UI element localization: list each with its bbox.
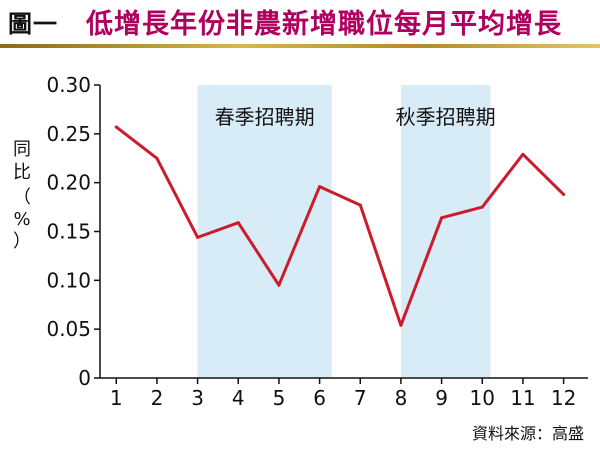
data-point bbox=[521, 152, 525, 156]
data-point bbox=[155, 156, 159, 160]
season-band bbox=[197, 85, 332, 378]
y-tick-label: 0.15 bbox=[46, 220, 91, 244]
figure-label: 圖一 bbox=[8, 10, 58, 38]
y-tick-label: 0.20 bbox=[46, 171, 91, 195]
x-tick-label: 5 bbox=[273, 386, 286, 410]
y-axis-label-char: 同 bbox=[13, 139, 31, 160]
x-tick-label: 9 bbox=[435, 386, 448, 410]
season-band bbox=[400, 85, 491, 378]
y-axis-label-char: 比 bbox=[13, 162, 31, 183]
x-tick-label: 3 bbox=[191, 386, 204, 410]
y-tick-label: 0.25 bbox=[46, 122, 91, 146]
data-point bbox=[318, 185, 322, 189]
y-tick-label: 0.05 bbox=[46, 317, 91, 341]
chart-title: 低增長年份非農新增職位每月平均增長 bbox=[86, 9, 562, 40]
x-tick-label: 7 bbox=[354, 386, 367, 410]
x-tick-label: 11 bbox=[510, 386, 535, 410]
data-point bbox=[399, 323, 403, 327]
data-point bbox=[196, 235, 200, 239]
y-axis-label-char: % bbox=[13, 209, 30, 230]
x-tick-label: 2 bbox=[151, 386, 164, 410]
x-tick-label: 8 bbox=[395, 386, 408, 410]
x-tick-label: 12 bbox=[551, 386, 576, 410]
y-tick-label: 0.30 bbox=[46, 73, 91, 97]
y-axis-label-char: （ bbox=[13, 187, 31, 208]
y-tick-label: 0.10 bbox=[46, 268, 91, 292]
data-point bbox=[480, 205, 484, 209]
y-axis-label-char: ） bbox=[13, 231, 31, 252]
data-point bbox=[358, 203, 362, 207]
x-tick-label: 10 bbox=[470, 386, 495, 410]
y-tick-label: 0 bbox=[78, 366, 91, 390]
data-point bbox=[236, 221, 240, 225]
data-point bbox=[440, 216, 444, 220]
source-note: 資料來源：高盛 bbox=[471, 424, 584, 443]
x-tick-label: 4 bbox=[232, 386, 245, 410]
x-tick-label: 6 bbox=[313, 386, 326, 410]
data-point bbox=[277, 283, 281, 287]
header-rule bbox=[0, 44, 600, 48]
band-label: 春季招聘期 bbox=[215, 105, 315, 129]
chart-header: 圖一 低增長年份非農新增職位每月平均增長 bbox=[0, 0, 600, 44]
data-point bbox=[114, 125, 118, 129]
series-line bbox=[114, 125, 566, 327]
data-point bbox=[562, 192, 566, 196]
x-tick-label: 1 bbox=[110, 386, 123, 410]
band-label: 秋季招聘期 bbox=[396, 105, 496, 129]
